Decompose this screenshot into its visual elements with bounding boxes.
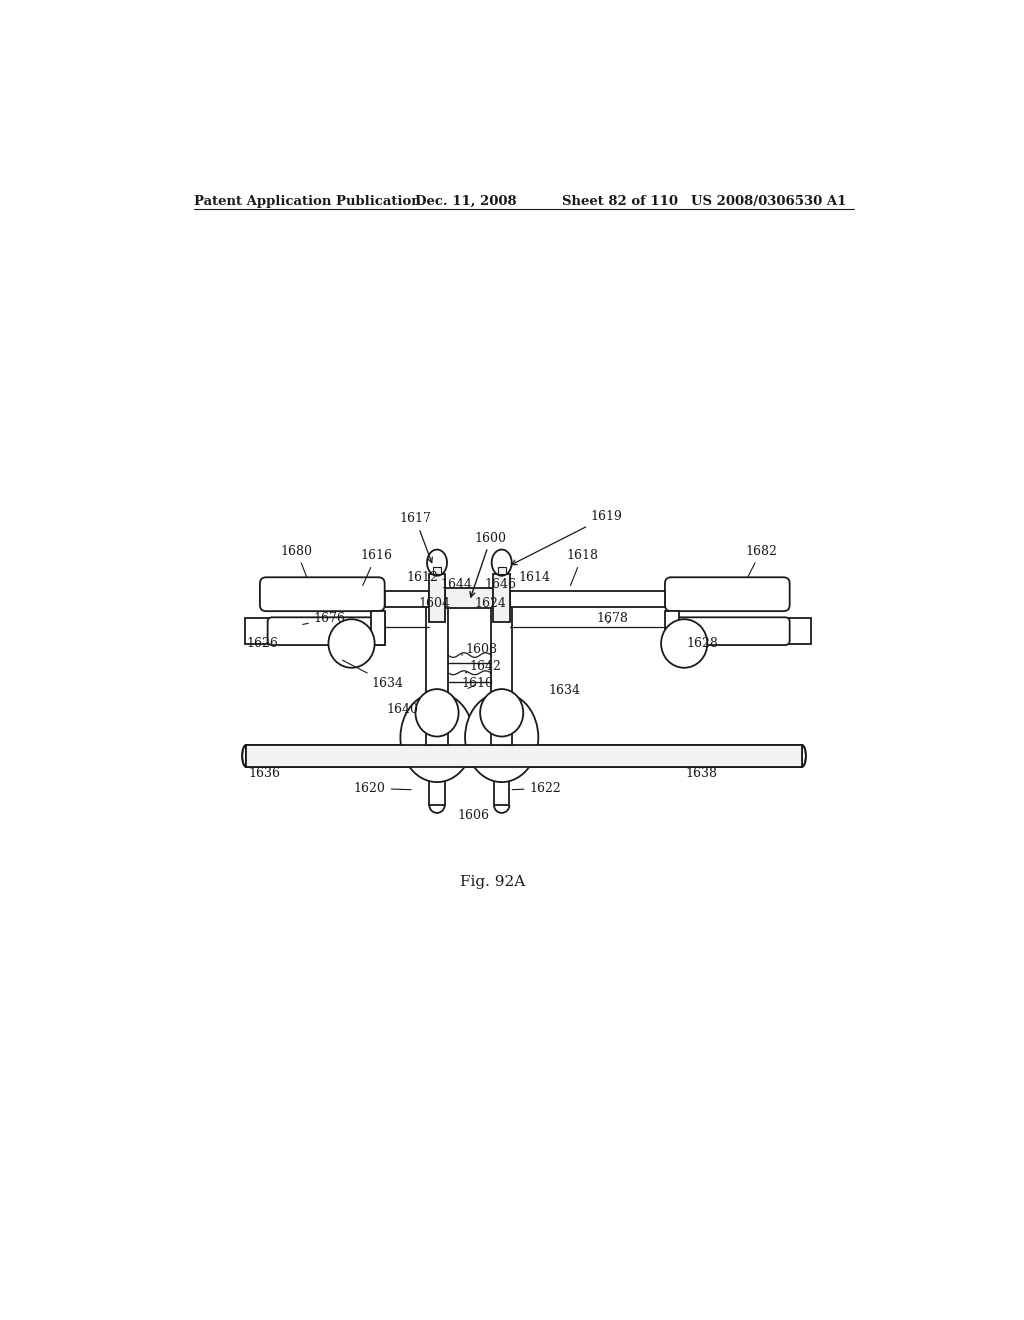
Text: 1604: 1604 bbox=[419, 598, 451, 610]
Text: 1680: 1680 bbox=[281, 545, 312, 577]
Text: 1682: 1682 bbox=[745, 545, 777, 577]
Text: 1618: 1618 bbox=[566, 549, 598, 586]
Text: US 2008/0306530 A1: US 2008/0306530 A1 bbox=[691, 195, 847, 209]
Bar bbox=[673, 618, 811, 644]
FancyBboxPatch shape bbox=[267, 618, 385, 645]
Text: 1678: 1678 bbox=[596, 612, 629, 626]
Text: 1622: 1622 bbox=[512, 781, 561, 795]
Ellipse shape bbox=[662, 619, 708, 668]
Text: 1640: 1640 bbox=[386, 702, 418, 715]
Ellipse shape bbox=[465, 693, 539, 781]
Text: 1636: 1636 bbox=[249, 767, 281, 780]
Text: Fig. 92A: Fig. 92A bbox=[460, 875, 525, 890]
Bar bbox=[665, 611, 679, 645]
Text: 1676: 1676 bbox=[303, 612, 346, 626]
Text: 1634: 1634 bbox=[549, 684, 581, 697]
Text: 1638: 1638 bbox=[685, 767, 717, 780]
Bar bbox=[385, 591, 429, 607]
Text: 1626: 1626 bbox=[246, 638, 278, 651]
Bar bbox=[246, 744, 802, 767]
Text: 1620: 1620 bbox=[354, 781, 412, 795]
Ellipse shape bbox=[492, 549, 512, 576]
Bar bbox=[494, 574, 510, 622]
Text: 1634: 1634 bbox=[342, 660, 403, 690]
Bar bbox=[498, 566, 506, 574]
Ellipse shape bbox=[427, 549, 447, 576]
Text: 1617: 1617 bbox=[399, 512, 432, 562]
Text: 1624: 1624 bbox=[474, 598, 506, 610]
Bar bbox=[371, 611, 385, 645]
Bar bbox=[426, 607, 447, 744]
Bar bbox=[246, 744, 802, 767]
FancyBboxPatch shape bbox=[260, 577, 385, 611]
Text: 1628: 1628 bbox=[686, 638, 719, 651]
Bar bbox=[510, 591, 665, 607]
Bar bbox=[429, 574, 445, 622]
Text: Dec. 11, 2008: Dec. 11, 2008 bbox=[416, 195, 517, 209]
Text: 1619: 1619 bbox=[512, 510, 623, 565]
Ellipse shape bbox=[400, 693, 474, 781]
Text: 1600: 1600 bbox=[470, 532, 507, 597]
Text: 1644: 1644 bbox=[441, 578, 473, 591]
Bar bbox=[445, 589, 494, 609]
Text: 1606: 1606 bbox=[457, 809, 489, 822]
Text: 1612: 1612 bbox=[407, 572, 438, 585]
FancyBboxPatch shape bbox=[665, 577, 790, 611]
Ellipse shape bbox=[480, 689, 523, 737]
Bar bbox=[494, 767, 509, 805]
Text: Patent Application Publication: Patent Application Publication bbox=[194, 195, 421, 209]
Bar bbox=[245, 618, 385, 644]
Ellipse shape bbox=[416, 689, 459, 737]
Text: 1616: 1616 bbox=[360, 549, 392, 586]
Bar bbox=[429, 767, 444, 805]
FancyBboxPatch shape bbox=[673, 618, 790, 645]
Bar bbox=[490, 607, 512, 744]
Text: 1642: 1642 bbox=[466, 660, 501, 673]
Text: 1646: 1646 bbox=[484, 578, 517, 591]
Text: 1614: 1614 bbox=[518, 572, 551, 585]
Text: 1608: 1608 bbox=[462, 643, 498, 656]
Text: Sheet 82 of 110: Sheet 82 of 110 bbox=[562, 195, 678, 209]
Ellipse shape bbox=[329, 619, 375, 668]
Text: 1610: 1610 bbox=[462, 677, 494, 690]
Bar bbox=[433, 566, 441, 574]
